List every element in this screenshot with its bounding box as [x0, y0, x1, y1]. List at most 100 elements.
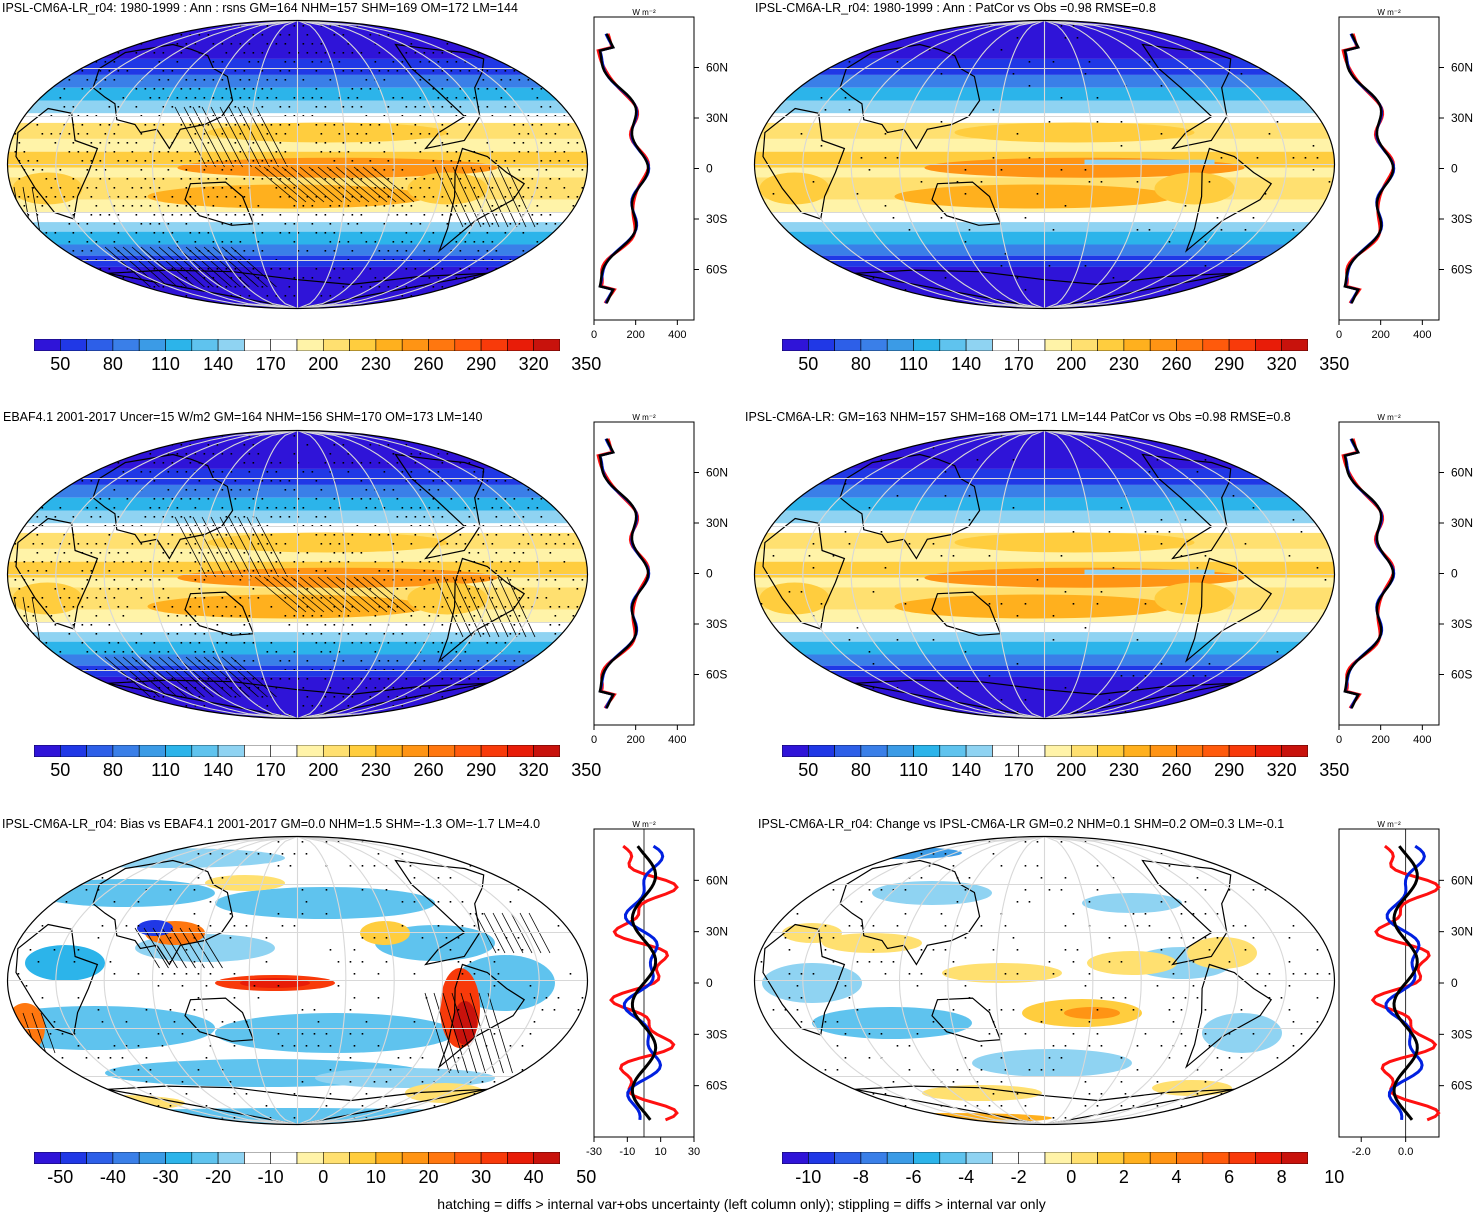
colorbar-swatch: [533, 1152, 560, 1164]
colorbar-tick-label: 140: [951, 354, 982, 374]
colorbar-tick-label: 230: [1108, 760, 1139, 780]
colorbar-swatch: [34, 339, 61, 351]
colorbar-tick-label: 350: [1319, 354, 1350, 374]
latitude-tick-label: 60N: [706, 873, 728, 887]
colorbar-swatch: [1018, 1152, 1046, 1164]
latitude-tick-label: 0: [706, 162, 713, 176]
world-map: [6, 429, 589, 720]
colorbar-swatch: [428, 339, 456, 351]
colorbar-swatch: [782, 745, 809, 757]
profile-line: [622, 844, 665, 1120]
colorbar-swatch: [59, 339, 87, 351]
colorbar-swatch: [322, 1152, 350, 1164]
colorbar-swatch: [270, 745, 298, 757]
zonal-mean-profile: W m⁻² 60N 30N 0 30S 60S 0 200 400: [1336, 413, 1473, 746]
colorbar-tick-label: 200: [1056, 354, 1087, 374]
colorbar-tick-label: 320: [1266, 760, 1297, 780]
zonal-mean-profile: W m⁻² 60N 30N 0 30S 60S -30 -10 10 30: [586, 820, 728, 1158]
colorbar-tick-label: 50: [798, 354, 819, 374]
latitude-tick-label: 30S: [706, 617, 727, 631]
colorbar-swatch: [1202, 1152, 1230, 1164]
latitude-tick-label: 60N: [706, 61, 728, 75]
colorbar: [34, 1152, 560, 1164]
world-map: [6, 19, 589, 310]
colorbar-tick-label: 230: [360, 354, 391, 374]
colorbar-tick-label: -40: [99, 1167, 126, 1187]
profile-line: [630, 845, 658, 1121]
colorbar-swatch: [1044, 339, 1072, 351]
colorbar-swatch: [34, 1152, 61, 1164]
colorbar: [782, 1152, 1308, 1164]
latitude-tick-label: 60S: [1451, 668, 1472, 682]
latitude-tick-label: 0: [1451, 976, 1458, 990]
latitude-tick-label: 60S: [706, 1079, 727, 1093]
panel-title: IPSL-CM6A-LR_r04: 1980-1999 : Ann : PatC…: [755, 1, 1156, 15]
profile-unit-label: W m⁻²: [1377, 8, 1401, 17]
colorbar-tick-label: 140: [951, 760, 982, 780]
colorbar-tick-label: -8: [852, 1167, 869, 1187]
colorbar-swatch: [322, 745, 350, 757]
colorbar-swatch: [454, 745, 482, 757]
x-tick-label: 200: [1371, 329, 1389, 341]
profile-line: [1384, 844, 1426, 1120]
latitude-tick-label: 60S: [1451, 263, 1472, 277]
colorbar-swatch: [217, 1152, 245, 1164]
colorbar-swatch: [965, 339, 993, 351]
colorbar-tick-label: 110: [899, 760, 928, 780]
colorbar-tick-label: -50: [47, 1167, 74, 1187]
profile-line: [1343, 33, 1395, 304]
colorbar-swatch: [244, 339, 271, 351]
x-tick-label: -10: [619, 1146, 635, 1158]
colorbar-tick-label: 170: [1003, 760, 1034, 780]
colorbar-tick-label: 170: [255, 354, 286, 374]
colorbar-swatch: [807, 339, 835, 351]
colorbar-labels: -50 -40 -30 -20 -10 0 10 20 30 40 50: [34, 1167, 596, 1189]
colorbar-labels: 50 80 110 140 170 200 230 260 290 320 350: [782, 354, 1349, 376]
colorbar-tick-label: 350: [571, 760, 602, 780]
colorbar-tick-label: 8: [1276, 1167, 1287, 1187]
zonal-mean-profile: W m⁻² 60N 30N 0 30S 60S 0 200 400: [591, 413, 728, 746]
colorbar-swatch: [165, 1152, 193, 1164]
latitude-tick-label: 60N: [1451, 466, 1473, 480]
colorbar-tick-label: 80: [102, 760, 123, 780]
colorbar-tick-label: 0: [318, 1167, 329, 1187]
colorbar-swatch: [59, 745, 87, 757]
colorbar-tick-label: 230: [360, 760, 391, 780]
panel-title: IPSL-CM6A-LR_r04: Change vs IPSL-CM6A-LR…: [758, 817, 1285, 831]
colorbar-swatch: [296, 339, 324, 351]
colorbar-tick-label: 320: [518, 760, 549, 780]
colorbar-swatch: [244, 1152, 271, 1164]
colorbar-tick-label: 4: [1171, 1167, 1182, 1187]
colorbar-swatch: [533, 745, 560, 757]
colorbar-tick-label: 40: [523, 1167, 544, 1187]
colorbar-swatch: [86, 745, 114, 757]
colorbar-swatch: [834, 745, 862, 757]
colorbar-tick-label: 80: [102, 354, 123, 374]
colorbar-swatch: [992, 339, 1019, 351]
profile-line: [598, 438, 650, 709]
colorbar-swatch: [992, 745, 1019, 757]
colorbar-swatch: [191, 339, 219, 351]
colorbar-swatch: [533, 339, 560, 351]
colorbar-tick-label: 200: [308, 760, 339, 780]
colorbar-swatch: [807, 1152, 835, 1164]
colorbar-swatch: [296, 1152, 324, 1164]
colorbar-swatch: [834, 339, 862, 351]
latitude-tick-label: 30N: [706, 111, 728, 125]
colorbar-swatch: [965, 1152, 993, 1164]
colorbar-swatch: [507, 745, 534, 757]
latitude-tick-label: 0: [1451, 567, 1458, 581]
latitude-tick-label: 0: [706, 976, 713, 990]
colorbar-tick-label: -30: [152, 1167, 179, 1187]
colorbar-tick-label: 80: [850, 354, 871, 374]
zonal-mean-profile: W m⁻² 60N 30N 0 30S 60S 0 200 400: [591, 8, 728, 341]
colorbar: [782, 745, 1308, 757]
colorbar-labels: -10 -8 -6 -4 -2 0 2 4 6 8 10: [782, 1167, 1344, 1189]
colorbar-swatch: [401, 1152, 429, 1164]
x-tick-label: 0: [591, 734, 597, 746]
colorbar-tick-label: 200: [1056, 760, 1087, 780]
latitude-tick-label: 60S: [706, 668, 727, 682]
latitude-tick-label: 60S: [706, 263, 727, 277]
colorbar-tick-label: 50: [50, 354, 71, 374]
panel-title: IPSL-CM6A-LR: GM=163 NHM=157 SHM=168 OM=…: [745, 410, 1291, 424]
